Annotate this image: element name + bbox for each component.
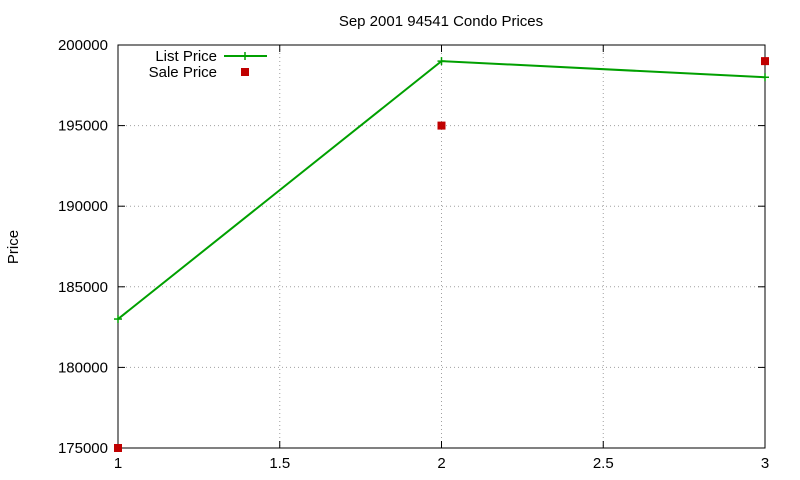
legend-marker [241,52,249,60]
series-list-price [114,57,769,324]
y-tick-label: 190000 [58,198,108,215]
data-point [437,121,446,130]
x-tick-label: 1.5 [269,455,290,472]
chart-title: Sep 2001 94541 Condo Prices [339,13,543,30]
legend-marker [241,68,249,76]
series-sale-price [114,57,769,452]
series-layer [114,57,769,452]
data-point [761,73,769,82]
y-tick-label: 195000 [58,118,108,135]
data-point [114,315,122,324]
y-tick-label: 180000 [58,359,108,376]
x-tick-label: 1 [114,455,122,472]
y-tick-label: 200000 [58,37,108,54]
data-point [437,57,446,66]
y-tick-label: 185000 [58,279,108,296]
data-point [114,444,122,452]
x-tick-label: 2 [437,455,445,472]
y-tick-label: 175000 [58,440,108,457]
x-tick-label: 2.5 [593,455,614,472]
legend-label: List Price [155,48,217,65]
x-tick-label: 3 [761,455,769,472]
grid [118,45,765,448]
series-line [117,60,766,320]
axis-ticks: 1 1.5 2 2.5 3 175000 180000 185000 190000 195000 2… [58,37,769,472]
legend-label: Sale Price [149,64,217,81]
data-point [761,57,769,66]
y-axis-label: Price [5,230,22,264]
